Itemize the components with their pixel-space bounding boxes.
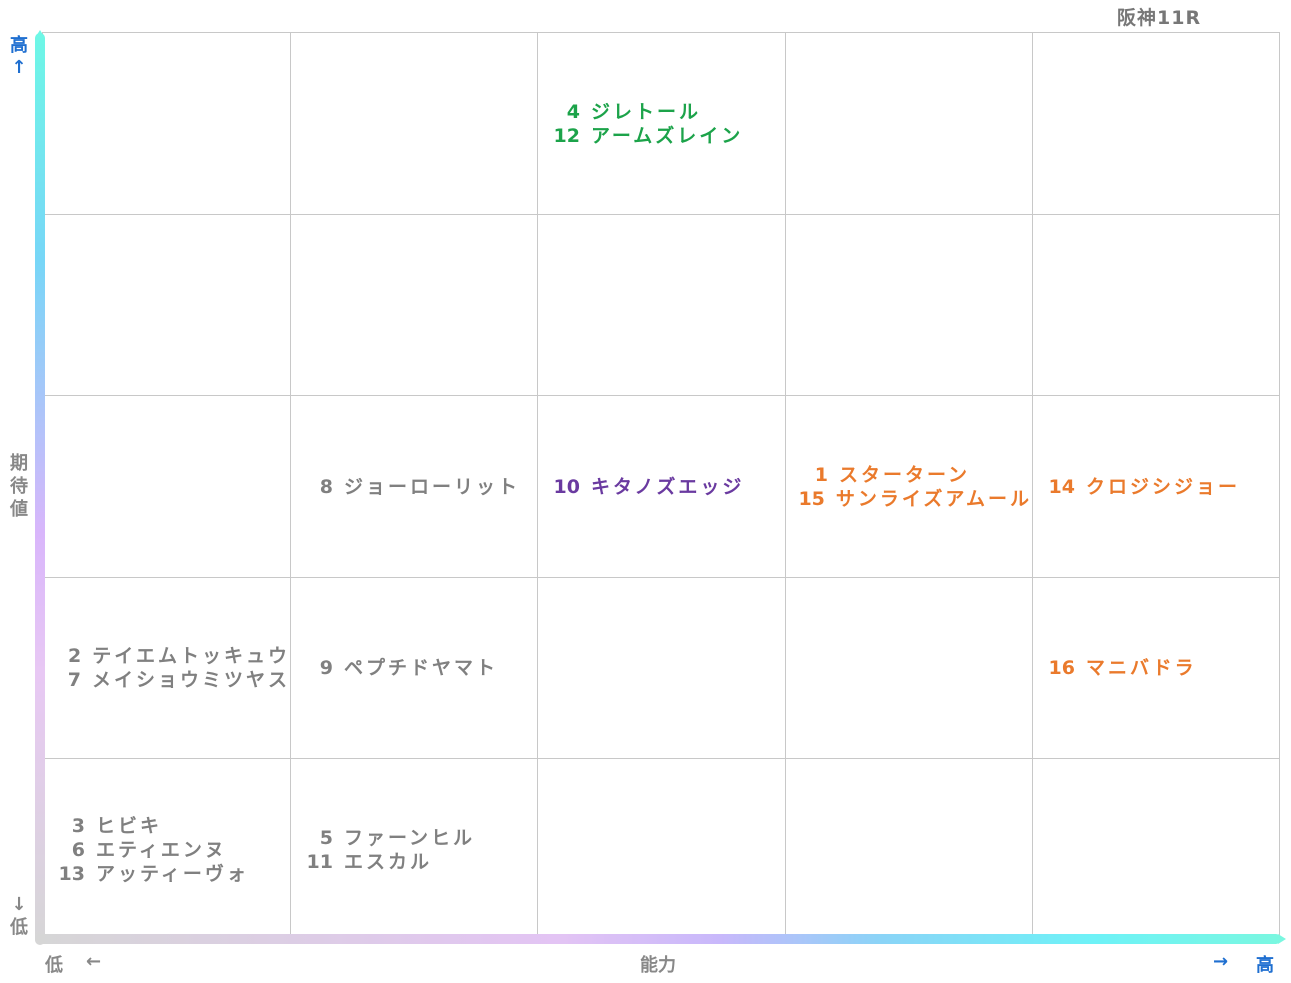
- horse-number: 3: [71, 814, 85, 837]
- grid-cell: 16 マニバドラ: [1032, 578, 1280, 759]
- grid-cell: [537, 759, 785, 941]
- horse-entry: 11 エスカル: [299, 850, 537, 874]
- grid-cell: 3 ヒビキ 6 エティエンヌ 13 アッティーヴォ: [42, 759, 290, 941]
- horse-number: 16: [1048, 657, 1075, 679]
- horse-entry: 3 ヒビキ: [51, 814, 290, 838]
- horse-name: ジレトール: [591, 100, 702, 123]
- grid-cell: [785, 215, 1032, 396]
- horse-name: マニバドラ: [1086, 657, 1197, 679]
- horse-name: サンライズアムール: [835, 487, 1032, 510]
- horse-number: 14: [1048, 475, 1075, 498]
- horse-name: クロジシジョー: [1086, 475, 1241, 498]
- horse-name: エスカル: [344, 850, 433, 873]
- horse-entry: 9 ペプチドヤマト: [299, 656, 537, 680]
- grid-cell: 10 キタノズエッジ: [537, 396, 785, 578]
- grid-cell: [1032, 33, 1280, 215]
- horse-number: 11: [306, 850, 333, 873]
- horse-number: 8: [319, 475, 333, 498]
- grid-cell: [785, 33, 1032, 215]
- x-axis-left-arrow: ←: [86, 951, 102, 972]
- horse-entry: 8 ジョーローリット: [299, 475, 537, 499]
- grid-cell: 1 スターターン 15 サンライズアムール: [785, 396, 1032, 578]
- horse-entry: 4 ジレトール: [546, 100, 785, 124]
- y-axis-arrowhead: [35, 30, 45, 38]
- horse-entry: 16 マニバドラ: [1041, 656, 1280, 680]
- horse-number: 12: [553, 124, 580, 147]
- horse-entry: 5 ファーンヒル: [299, 826, 537, 850]
- y-axis-title-char: 期: [10, 453, 28, 474]
- horse-name: ジョーローリット: [344, 475, 521, 498]
- horse-number: 1: [814, 463, 828, 486]
- grid-cell: 2 テイエムトッキュウ 7 メイショウミツヤス: [42, 578, 290, 759]
- horse-entry: 10 キタノズエッジ: [546, 475, 785, 499]
- horse-name: ペプチドヤマト: [344, 657, 499, 679]
- grid-cell: 14 クロジシジョー: [1032, 396, 1280, 578]
- horse-name: ファーンヒル: [344, 826, 476, 849]
- horse-name: エティエンヌ: [96, 838, 227, 861]
- horse-name: キタノズエッジ: [591, 475, 745, 498]
- grid-cell: [42, 215, 290, 396]
- y-axis-high-label: 高: [10, 35, 28, 56]
- horse-number: 10: [553, 475, 580, 498]
- grid-cell: 4 ジレトール 12 アームズレイン: [537, 33, 785, 215]
- y-axis-title-char: 値: [10, 499, 28, 520]
- grid-cell: 9 ペプチドヤマト: [290, 578, 537, 759]
- y-axis-down-arrow: ↓: [11, 894, 27, 915]
- horse-number: 2: [67, 645, 82, 667]
- horse-entry: 1 スターターン: [794, 463, 1032, 487]
- grid-cell: [537, 215, 785, 396]
- x-axis-bar: [35, 934, 1281, 944]
- y-axis-title-char: 待: [10, 476, 28, 497]
- horse-name: テイエムトッキュウ: [92, 645, 290, 667]
- horse-number: 5: [319, 826, 333, 849]
- horse-number: 13: [58, 862, 85, 885]
- horse-number: 4: [566, 100, 580, 123]
- horse-name: メイショウミツヤス: [91, 669, 290, 691]
- grid-cell: [42, 396, 290, 578]
- horse-number: 9: [319, 657, 333, 679]
- horse-number: 15: [798, 487, 825, 510]
- grid-cell: [785, 578, 1032, 759]
- horse-name: アッティーヴォ: [96, 862, 249, 885]
- horse-name: アームズレイン: [591, 124, 744, 147]
- horse-entry: 2 テイエムトッキュウ: [51, 644, 290, 668]
- grid-cell: 5 ファーンヒル 11 エスカル: [290, 759, 537, 941]
- horse-entry: 12 アームズレイン: [546, 124, 785, 148]
- y-axis-bar: [35, 33, 45, 945]
- x-axis-right-arrow: →: [1213, 951, 1229, 972]
- y-axis-low-label: 低: [10, 917, 28, 938]
- horse-entry: 7 メイショウミツヤス: [51, 668, 290, 692]
- horse-entry: 6 エティエンヌ: [51, 838, 290, 862]
- horse-name: ヒビキ: [96, 814, 163, 837]
- grid-cell: [537, 578, 785, 759]
- horse-entry: 13 アッティーヴォ: [51, 862, 290, 886]
- matrix-grid: 4 ジレトール 12 アームズレイン 8 ジョーローリット 10 キタノズエッジ 1 スターターン…: [42, 32, 1280, 941]
- grid-cell: [290, 33, 537, 215]
- horse-number: 6: [71, 838, 85, 861]
- grid-cell: [1032, 215, 1280, 396]
- grid-cell: 8 ジョーローリット: [290, 396, 537, 578]
- y-axis-up-arrow: ↑: [11, 57, 27, 78]
- horse-entry: 15 サンライズアムール: [794, 487, 1032, 511]
- x-axis-arrowhead: [1278, 934, 1286, 944]
- x-axis-high-label: 高: [1256, 955, 1274, 976]
- grid-cell: [290, 215, 537, 396]
- grid-cell: [42, 33, 290, 215]
- grid-cell: [785, 759, 1032, 941]
- horse-number: 7: [67, 669, 81, 691]
- x-axis-title: 能力: [640, 955, 676, 976]
- horse-name: スターターン: [839, 463, 971, 486]
- y-axis-title: 期待値: [8, 452, 30, 521]
- grid-cell: [1032, 759, 1280, 941]
- horse-entry: 14 クロジシジョー: [1041, 475, 1280, 499]
- x-axis-low-label: 低: [45, 955, 63, 976]
- race-title: 阪神11R: [1117, 7, 1202, 29]
